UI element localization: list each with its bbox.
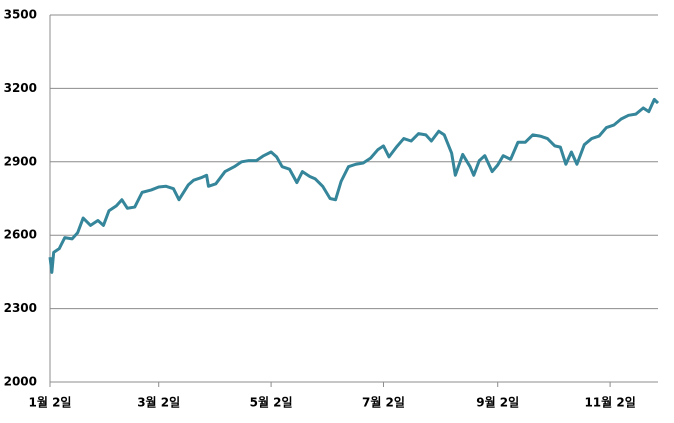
y-tick-label: 2900 xyxy=(4,154,37,168)
x-tick-label: 9월 2일 xyxy=(476,395,519,410)
y-tick-label: 2600 xyxy=(4,228,37,242)
y-tick-label: 2300 xyxy=(4,301,37,315)
x-tick-label: 3월 2일 xyxy=(137,395,180,410)
x-tick-label: 5월 2일 xyxy=(250,395,293,410)
y-tick-label: 3200 xyxy=(4,81,37,95)
line-series xyxy=(48,97,660,274)
y-tick-label: 2000 xyxy=(4,375,37,389)
x-tick-label: 7월 2일 xyxy=(362,395,405,410)
x-tick-label: 11월 2일 xyxy=(584,395,635,410)
y-tick-label: 3500 xyxy=(4,8,37,22)
x-tick-label: 1월 2일 xyxy=(29,395,72,410)
